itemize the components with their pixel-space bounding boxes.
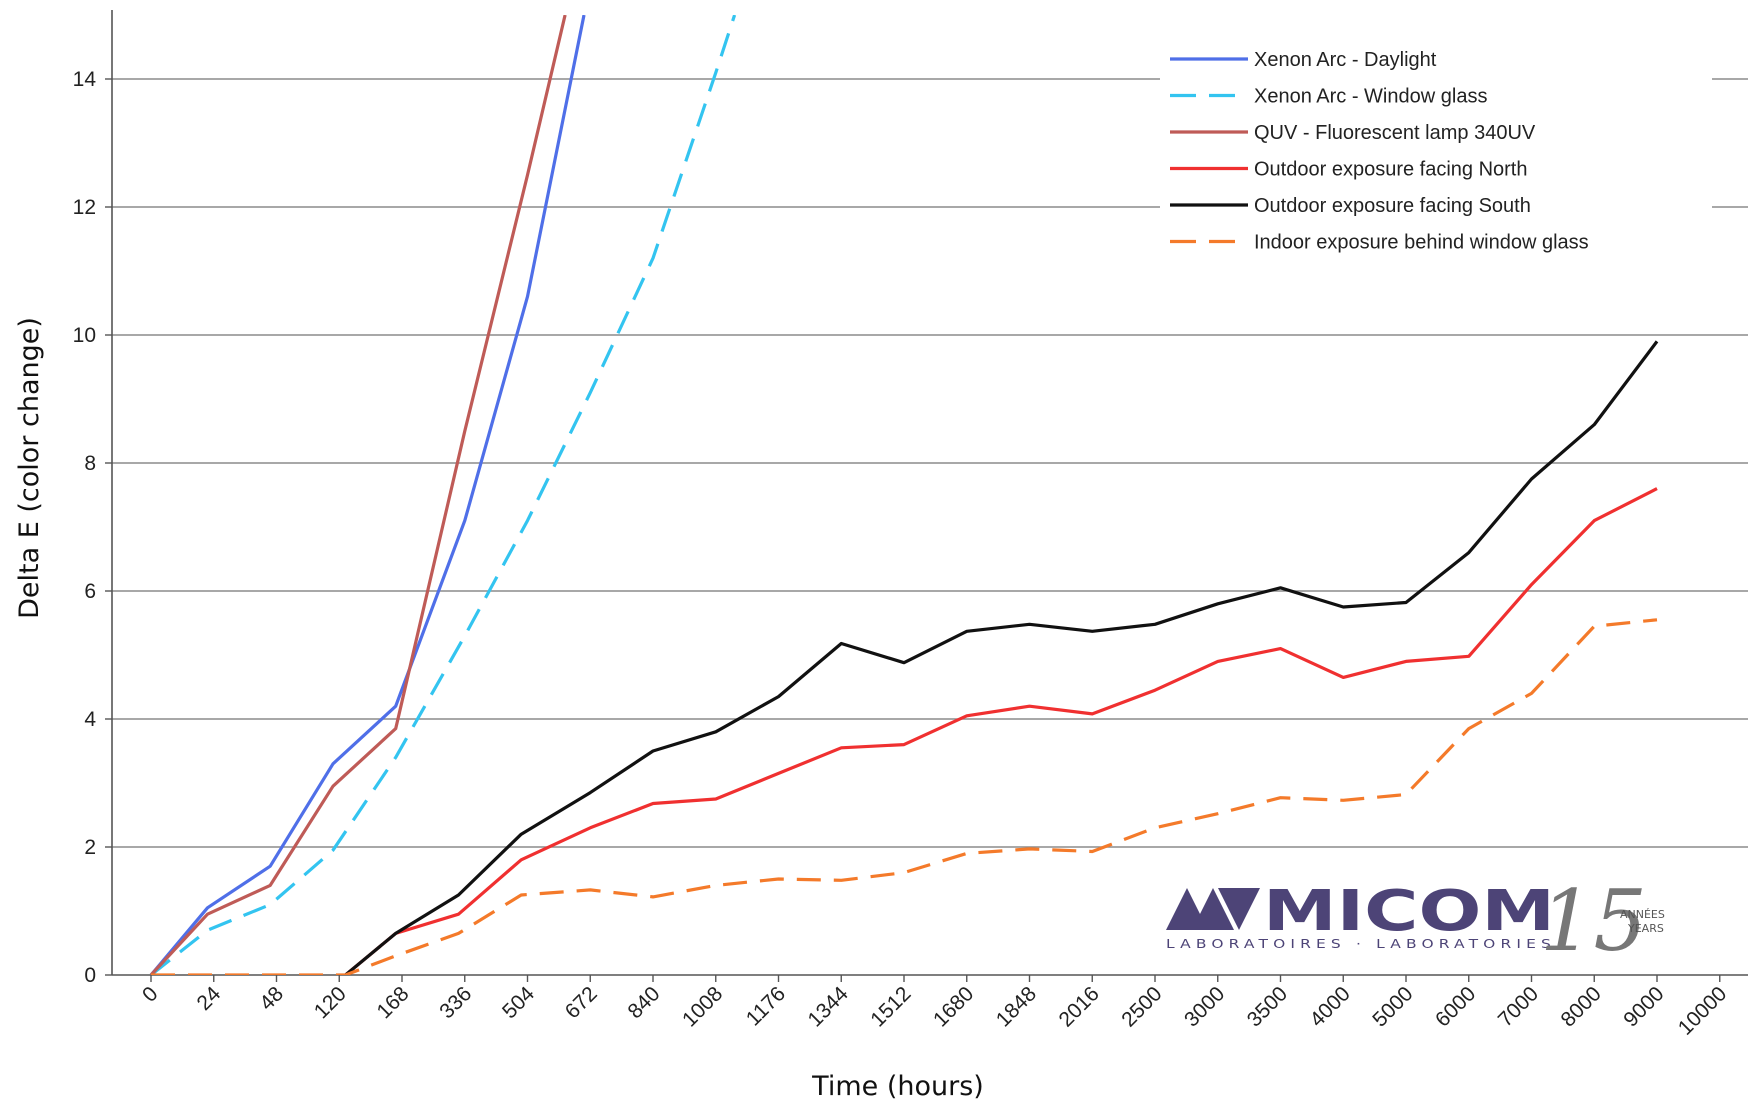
x-tick-label: 1344 [803, 982, 853, 1032]
y-tick-label: 8 [84, 452, 96, 475]
x-tick-label: 5000 [1368, 982, 1417, 1031]
logo-anniversary-number: 15 [1540, 872, 1647, 970]
x-tick-label: 9000 [1619, 982, 1668, 1031]
series-line-outdoor-exposure-facing-north [344, 487, 1658, 975]
x-tick-label: 672 [561, 982, 602, 1023]
x-axis-title: Time (hours) [811, 1071, 984, 1102]
series-line-outdoor-exposure-facing-south [344, 340, 1659, 975]
x-tick-label: 120 [310, 982, 351, 1023]
x-tick-label: 1848 [992, 982, 1041, 1031]
series-line-xenon-arc-daylight [149, 15, 586, 975]
x-tick-label: 7000 [1494, 982, 1543, 1031]
micom-logo: MICOM LABORATOIRES · LABORATORIES 15 ANN… [1166, 872, 1665, 970]
x-tick-labels: 0 24 48 120 168 336 504 672 840 1008 1176 1344 1512 1… [138, 982, 1731, 1040]
legend-items: Xenon Arc - Daylight Xenon Arc - Window g… [1170, 49, 1589, 254]
logo-subtitle: LABORATOIRES · LABORATORIES [1166, 937, 1556, 951]
logo-triangle-3 [1218, 888, 1260, 930]
y-tick-label: 0 [84, 964, 96, 987]
legend-label-outdoor-exposure-facing-north: Outdoor exposure facing North [1254, 159, 1528, 181]
logo-anniversary-en: YEARS [1627, 922, 1664, 935]
legend-label-outdoor-exposure-facing-south: Outdoor exposure facing South [1254, 195, 1531, 217]
logo-anniversary-fr: ANNÉES [1620, 908, 1665, 921]
x-tick-label: 840 [623, 982, 664, 1023]
y-tick-label: 4 [84, 708, 96, 731]
y-tick-label: 6 [84, 580, 96, 603]
legend-background [1160, 38, 1712, 268]
x-tick-label: 8000 [1556, 982, 1605, 1031]
series-line-indoor-exposure-behind-window-glass [151, 618, 1658, 975]
logo-brand: MICOM [1263, 879, 1555, 944]
series-layer [149, 15, 1659, 975]
x-tick-label: 1176 [742, 982, 790, 1030]
y-tick-label: 10 [73, 324, 96, 347]
series-line-quv-fluorescent-lamp-340uv [149, 15, 567, 975]
x-tick-label: 1512 [866, 982, 915, 1031]
x-tick-label: 504 [498, 982, 539, 1023]
x-tick-label: 3500 [1243, 982, 1292, 1031]
axes-layer [105, 10, 1748, 982]
x-tick-label: 3000 [1180, 982, 1229, 1031]
x-tick-label: 10000 [1674, 982, 1732, 1040]
x-tick-label: 168 [372, 982, 413, 1023]
series-line-xenon-arc-window-glass [150, 15, 737, 975]
x-tick-label: 2500 [1117, 982, 1166, 1031]
y-tick-label: 12 [73, 196, 96, 219]
x-tick-label: 6000 [1431, 982, 1480, 1031]
x-tick-label: 48 [255, 982, 288, 1015]
y-tick-labels: 0 2 4 6 8 10 12 14 [73, 68, 97, 987]
legend: Xenon Arc - Daylight Xenon Arc - Window g… [1160, 38, 1712, 268]
x-tick-label: 1680 [929, 982, 978, 1031]
y-tick-label: 2 [84, 836, 96, 859]
legend-label-xenon-arc-window-glass: Xenon Arc - Window glass [1254, 86, 1487, 108]
y-tick-label: 14 [73, 68, 97, 91]
x-tick-label: 0 [138, 982, 163, 1007]
x-tick-label: 4000 [1305, 982, 1354, 1031]
legend-label-indoor-exposure-behind-window-glass: Indoor exposure behind window glass [1254, 232, 1589, 254]
grid-layer [112, 78, 1748, 848]
x-tick-label: 2016 [1054, 982, 1103, 1031]
y-axis-title: Delta E (color change) [14, 317, 45, 619]
x-tick-label: 1008 [678, 982, 727, 1031]
x-tick-label: 336 [435, 982, 476, 1023]
legend-label-xenon-arc-daylight: Xenon Arc - Daylight [1254, 49, 1437, 71]
legend-label-quv-fluorescent-lamp-340uv: QUV - Fluorescent lamp 340UV [1254, 122, 1536, 144]
logo-triangle-2 [1192, 888, 1234, 930]
x-tick-label: 24 [193, 982, 226, 1015]
